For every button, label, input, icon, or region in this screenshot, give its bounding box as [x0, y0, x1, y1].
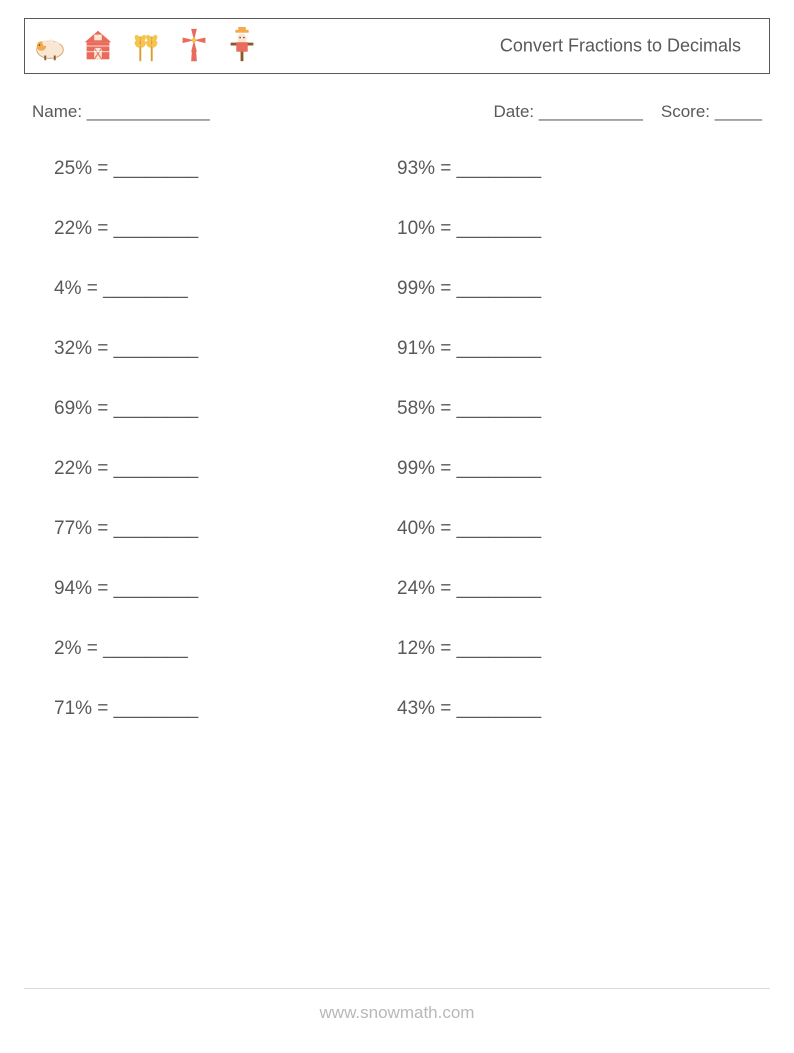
- problem-item: 93% = ________: [397, 158, 740, 180]
- problem-item: 24% = ________: [397, 578, 740, 600]
- score-blank: _____: [710, 102, 762, 121]
- problem-item: 40% = ________: [397, 518, 740, 540]
- header-box: Convert Fractions to Decimals: [24, 18, 770, 74]
- score-field: Score: _____: [661, 102, 762, 122]
- date-blank: ___________: [534, 102, 643, 121]
- problem-item: 2% = ________: [54, 638, 397, 660]
- windmill-icon: [173, 25, 215, 67]
- problem-item: 22% = ________: [54, 218, 397, 240]
- problem-item: 99% = ________: [397, 458, 740, 480]
- date-field: Date: ___________: [493, 102, 642, 122]
- problem-item: 94% = ________: [54, 578, 397, 600]
- problems-grid: 25% = ________93% = ________ 22% = ______…: [24, 158, 770, 720]
- name-blank: _____________: [82, 102, 210, 121]
- score-label: Score:: [661, 102, 710, 121]
- wheat-icon: [125, 25, 167, 67]
- footer: www.snowmath.com: [0, 988, 794, 1023]
- problem-item: 99% = ________: [397, 278, 740, 300]
- problem-item: 12% = ________: [397, 638, 740, 660]
- name-field: Name: _____________: [32, 102, 493, 122]
- header-icons: [29, 19, 263, 73]
- info-row: Name: _____________ Date: ___________ Sc…: [24, 102, 770, 122]
- problem-item: 25% = ________: [54, 158, 397, 180]
- problem-item: 71% = ________: [54, 698, 397, 720]
- problem-item: 58% = ________: [397, 398, 740, 420]
- problem-item: 22% = ________: [54, 458, 397, 480]
- problem-item: 10% = ________: [397, 218, 740, 240]
- date-label: Date:: [493, 102, 534, 121]
- problem-item: 91% = ________: [397, 338, 740, 360]
- problem-item: 32% = ________: [54, 338, 397, 360]
- problem-item: 69% = ________: [54, 398, 397, 420]
- problem-item: 77% = ________: [54, 518, 397, 540]
- footer-text: www.snowmath.com: [320, 1003, 475, 1022]
- footer-divider: [24, 988, 770, 989]
- name-label: Name:: [32, 102, 82, 121]
- barn-icon: [77, 25, 119, 67]
- problem-item: 4% = ________: [54, 278, 397, 300]
- problem-item: 43% = ________: [397, 698, 740, 720]
- worksheet-title: Convert Fractions to Decimals: [500, 36, 741, 57]
- scarecrow-icon: [221, 25, 263, 67]
- sheep-icon: [29, 25, 71, 67]
